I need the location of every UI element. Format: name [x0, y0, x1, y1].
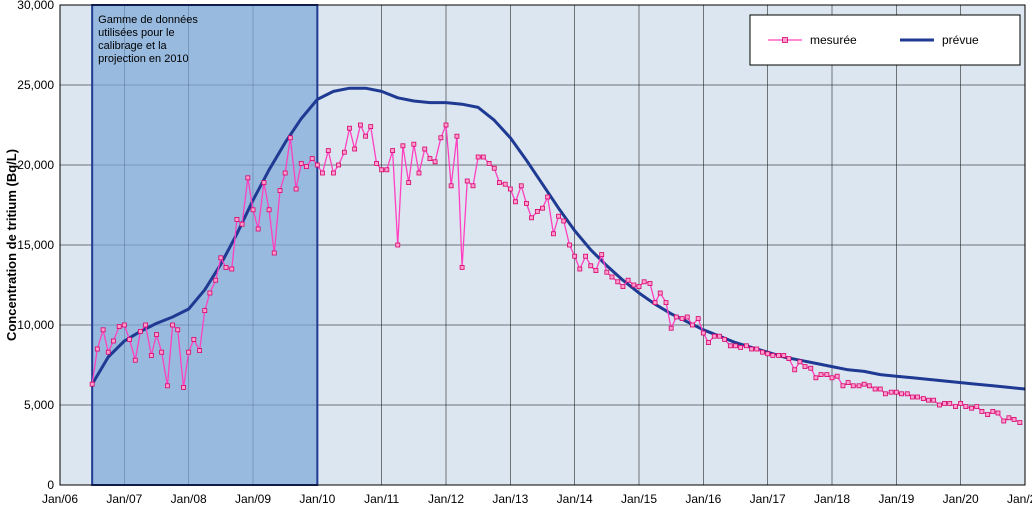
x-tick-label: Jan/16 — [685, 492, 721, 506]
y-tick-label: 20,000 — [17, 158, 54, 172]
y-tick-label: 0 — [47, 478, 54, 492]
x-tick-label: Jan/20 — [943, 492, 979, 506]
x-tick-label: Jan/10 — [299, 492, 335, 506]
x-tick-label: Jan/06 — [42, 492, 78, 506]
legend-label-mesuree: mesurée — [810, 33, 857, 47]
x-tick-label: Jan/19 — [878, 492, 914, 506]
y-tick-label: 10,000 — [17, 318, 54, 332]
y-tick-label: 5,000 — [24, 398, 54, 412]
legend-marker-mesuree — [783, 38, 788, 43]
x-tick-label: Jan/15 — [621, 492, 657, 506]
x-tick-label: Jan/18 — [814, 492, 850, 506]
x-tick-label: Jan/14 — [557, 492, 593, 506]
tritium-chart: Gamme de donnéesutilisées pour lecalibra… — [0, 0, 1032, 513]
x-tick-label: Jan/08 — [171, 492, 207, 506]
x-tick-label: Jan/07 — [106, 492, 142, 506]
x-tick-label: Jan/17 — [750, 492, 786, 506]
calibration-range-box — [92, 5, 317, 485]
chart-svg: Gamme de donnéesutilisées pour lecalibra… — [0, 0, 1032, 513]
x-tick-label: Jan/13 — [492, 492, 528, 506]
y-tick-label: 30,000 — [17, 0, 54, 12]
y-tick-label: 25,000 — [17, 78, 54, 92]
x-tick-label: Jan/11 — [364, 492, 399, 506]
x-tick-label: Jan/09 — [235, 492, 271, 506]
x-tick-label: Jan/12 — [428, 492, 464, 506]
y-axis-label: Concentration de tritium (Bq/L) — [4, 149, 19, 341]
y-tick-label: 15,000 — [17, 238, 54, 252]
x-tick-label: Jan/21 — [1007, 492, 1032, 506]
legend-label-prevue: prévue — [942, 33, 979, 47]
